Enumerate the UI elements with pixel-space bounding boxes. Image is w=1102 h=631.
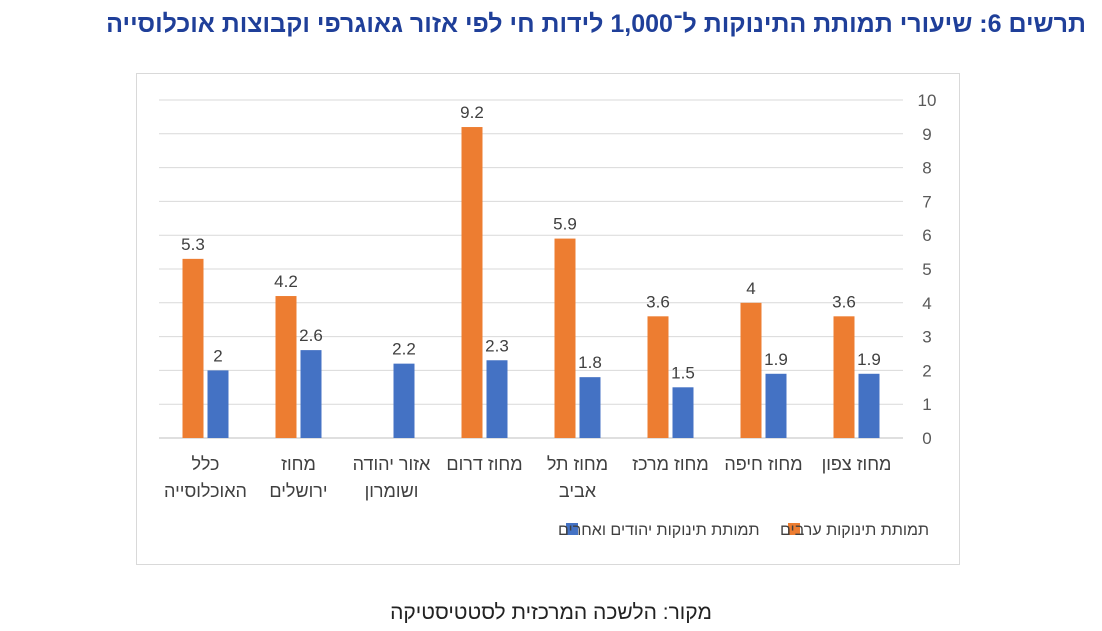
category-label: מחוז מרכז	[632, 454, 708, 474]
data-label: 2.2	[392, 340, 416, 359]
y-tick-label: 2	[922, 361, 931, 380]
legend-swatch-jewish	[566, 523, 578, 535]
bar-arab-1	[740, 302, 762, 438]
data-labels: 3.6 1.9 4 1.9 3.6 1.5 5.9 1.8 9.2 2.3 2.2 4.2 2.6 5.3…	[181, 103, 881, 382]
data-label: 2.3	[485, 336, 509, 355]
y-tick-label: 6	[922, 226, 931, 245]
bar-arab-6	[275, 296, 297, 438]
category-label: ושומרון	[365, 481, 419, 501]
data-label: 4.2	[274, 272, 298, 291]
data-label: 3.6	[832, 292, 856, 311]
data-label: 9.2	[460, 103, 484, 122]
legend-swatch-arab	[788, 523, 800, 535]
bar-arab-3	[554, 238, 576, 438]
bar-jewish-3	[579, 377, 601, 438]
data-label: 4	[746, 279, 755, 298]
data-label: 5.3	[181, 235, 205, 254]
x-axis-categories: מחוז צפון מחוז חיפה מחוז מרכז מחוז תל אביב מח…	[164, 454, 891, 501]
bar-jewish-1	[765, 373, 787, 438]
data-label: 3.6	[646, 292, 670, 311]
category-label: מחוז צפון	[822, 454, 892, 474]
category-label: אביב	[559, 481, 597, 501]
category-label: מחוז חיפה	[724, 454, 802, 474]
chart-frame: 3.6 1.9 4 1.9 3.6 1.5 5.9 1.8 9.2 2.3 2.2 4.2 2.6 5.3…	[136, 73, 960, 565]
bar-jewish-0	[858, 373, 880, 438]
bars	[182, 127, 880, 438]
legend-label: תמותת תינוקות ערבים	[780, 522, 929, 539]
category-label: אזור יהודה	[353, 454, 431, 474]
y-tick-label: 8	[922, 159, 931, 178]
bar-arab-0	[833, 316, 855, 438]
bar-jewish-2	[672, 387, 694, 438]
y-tick-label: 4	[922, 294, 931, 313]
bar-jewish-4	[486, 360, 508, 438]
y-tick-label: 10	[918, 91, 937, 110]
y-axis-ticks: 0 1 2 3 4 5 6 7 8 9 10	[918, 91, 937, 448]
source-note: מקור: הלשכה המרכזית לסטטיסטיקה	[390, 601, 712, 624]
category-label: מחוז	[281, 454, 316, 474]
category-label: מחוז תל	[547, 454, 608, 474]
data-label: 1.9	[857, 350, 881, 369]
category-label: כלל	[192, 454, 220, 474]
category-label: מחוז דרום	[446, 454, 522, 474]
bar-arab-4	[461, 127, 483, 438]
data-label: 1.9	[764, 350, 788, 369]
bar-arab-7	[182, 258, 204, 438]
bar-jewish-6	[300, 350, 322, 438]
bar-chart: 3.6 1.9 4 1.9 3.6 1.5 5.9 1.8 9.2 2.3 2.2 4.2 2.6 5.3…	[159, 91, 937, 539]
y-tick-label: 5	[922, 260, 931, 279]
bar-jewish-5	[393, 363, 415, 438]
category-label: ירושלים	[269, 481, 327, 501]
y-tick-label: 0	[922, 429, 931, 448]
y-tick-label: 3	[922, 328, 931, 347]
bar-jewish-7	[207, 370, 229, 438]
category-label: האוכלוסייה	[164, 481, 247, 501]
gridlines	[159, 99, 903, 439]
y-tick-label: 7	[922, 192, 931, 211]
legend: תמותת תינוקות ערבים תמותת תינוקות יהודים …	[558, 522, 929, 539]
data-label: 2	[213, 346, 222, 365]
bar-arab-2	[647, 316, 669, 438]
data-label: 5.9	[553, 215, 577, 234]
legend-label: תמותת תינוקות יהודים ואחרים	[558, 522, 760, 539]
y-tick-label: 9	[922, 125, 931, 144]
data-label: 1.8	[578, 353, 602, 372]
data-label: 2.6	[299, 326, 323, 345]
y-tick-label: 1	[922, 395, 931, 414]
page-title: תרשים 6: שיעורי תמותת התינוקות ל־1,000 ל…	[106, 10, 1086, 38]
data-label: 1.5	[671, 363, 695, 382]
